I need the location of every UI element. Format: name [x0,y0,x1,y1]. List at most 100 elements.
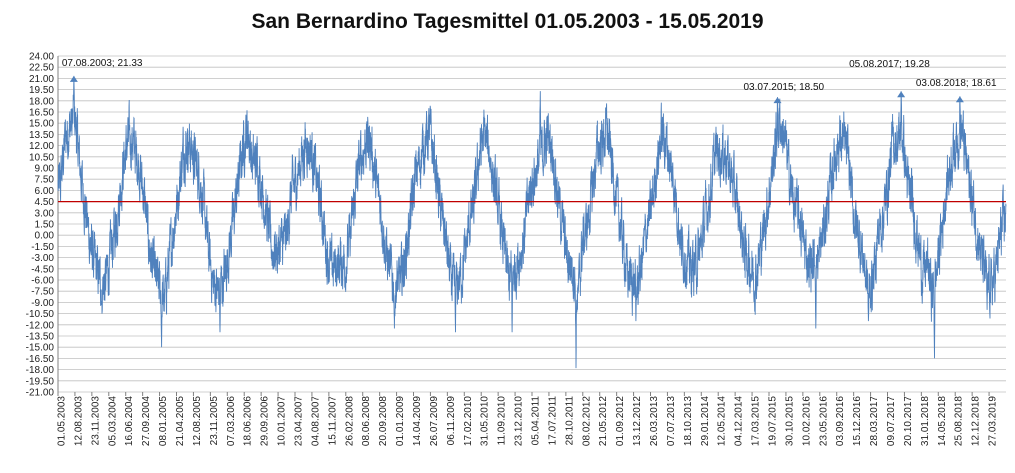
x-tick-label: 03.09.2016 [835,396,846,446]
y-tick-label: -16.50 [26,354,55,365]
x-tick-label: 16.06.2004 [124,396,135,446]
y-tick-label: 22.50 [29,63,54,74]
y-tick-label: -10.50 [26,309,55,320]
y-tick-label: -15.00 [26,343,55,354]
x-tick-label: 27.03.2019 [988,396,999,446]
annotation-label: 03.07.2015; 18.50 [743,82,824,93]
y-tick-label: 21.00 [29,74,54,85]
y-tick-label: 7.50 [35,175,55,186]
x-tick-label: 23.12.2010 [514,396,525,446]
x-tick-label: 23.11.2003 [90,396,101,446]
x-tick-label: 07.03.2006 [226,396,237,446]
x-tick-label: 01.05.2003 [57,396,68,446]
y-tick-label: -13.50 [26,332,55,343]
annotation-marker [897,91,906,98]
y-tick-label: -4.50 [31,264,54,275]
y-tick-label: -19.50 [26,376,55,387]
annotation-label: 07.08.2003; 21.33 [62,58,143,69]
x-tick-label: 28.10.2011 [564,396,575,446]
x-tick-label: 09.07.2017 [886,396,897,446]
y-tick-label: 10.50 [29,152,54,163]
x-tick-label: 17.02.2010 [463,396,474,446]
x-tick-label: 21.05.2012 [598,396,609,446]
y-tick-label: -12.00 [26,320,55,331]
x-tick-label: 20.10.2017 [903,396,914,446]
y-tick-label: 13.50 [29,130,54,141]
x-tick-label: 27.09.2004 [141,396,152,446]
y-tick-label: 6.00 [35,186,55,197]
x-tick-label: 17.07.2011 [547,396,558,446]
annotations: 07.08.2003; 21.33 03.07.2015; 18.50 05.08.… [62,58,997,104]
x-tick-label: 12.08.2005 [192,396,203,446]
gridlines [57,55,1006,393]
x-tick-label: 07.07.2013 [666,396,677,446]
y-tick-label: -3.00 [31,253,54,264]
x-tick-label: 18.06.2006 [243,396,254,446]
y-tick-label: 1.50 [35,220,55,231]
y-tick-label: 12.00 [29,141,54,152]
y-tick-label: 9.00 [35,164,55,175]
x-tick-label: 26.02.2008 [344,396,355,446]
x-tick-label: 29.01.2014 [700,396,711,446]
x-tick-label: 15.11.2007 [327,396,338,446]
x-tick-label: 12.12.2018 [971,396,982,446]
x-tick-label: 13.12.2012 [632,396,643,446]
x-tick-label: 14.04.2009 [412,396,423,446]
chart-title: San Bernardino Tagesmittel 01.05.2003 - … [251,10,764,33]
x-tick-label: 05.04.2011 [531,396,542,446]
y-tick-label: -9.00 [31,298,54,309]
y-axis-tick-labels: -21.00-19.50-18.00-16.50-15.00-13.50-12.… [26,52,55,399]
x-tick-label: 23.04.2007 [294,396,305,446]
x-tick-label: 30.10.2015 [784,396,795,446]
x-tick-label: 26.03.2013 [649,396,660,446]
x-tick-label: 08.01.2005 [158,396,169,446]
x-tick-label: 23.11.2005 [209,396,220,446]
series-line-temperature [57,75,1007,369]
x-tick-label: 15.12.2016 [852,396,863,446]
x-tick-label: 04.12.2014 [734,396,745,446]
x-tick-label: 08.02.2012 [581,396,592,446]
x-tick-label: 29.09.2006 [260,396,271,446]
y-tick-label: -6.00 [31,276,54,287]
annotation-marker [69,75,78,82]
x-tick-label: 05.03.2004 [107,396,118,446]
x-tick-label: 12.05.2014 [717,396,728,446]
x-tick-label: 14.05.2018 [937,396,948,446]
y-tick-label: -7.50 [31,287,54,298]
plot-area [57,75,1007,369]
x-tick-label: 26.07.2009 [429,396,440,446]
x-tick-label: 31.05.2010 [480,396,491,446]
x-tick-label: 04.08.2007 [310,396,321,446]
y-tick-label: 18.00 [29,96,54,107]
x-tick-label: 23.05.2016 [818,396,829,446]
annotation-marker [773,97,782,104]
y-tick-label: 0.00 [35,231,55,242]
y-tick-label: -1.50 [31,242,54,253]
x-tick-label: 10.02.2016 [801,396,812,446]
x-tick-label: 17.03.2015 [751,396,762,446]
x-tick-label: 06.11.2009 [446,396,457,446]
x-tick-label: 01.01.2009 [395,396,406,446]
x-tick-label: 10.01.2007 [277,396,288,446]
y-tick-label: -18.00 [26,365,55,376]
y-tick-label: 16.50 [29,108,54,119]
annotation-label: 05.08.2017; 19.28 [849,59,930,70]
x-tick-label: 31.01.2018 [920,396,931,446]
y-tick-label: 3.00 [35,208,55,219]
y-tick-label: 4.50 [35,197,55,208]
x-tick-label: 19.07.2015 [768,396,779,446]
y-tick-label: 15.00 [29,119,54,130]
x-tick-label: 25.08.2018 [954,396,965,446]
annotation-marker [955,96,964,103]
x-tick-label: 12.08.2003 [73,396,84,446]
x-tick-label: 08.06.2008 [361,396,372,446]
x-tick-label: 21.04.2005 [175,396,186,446]
y-tick-label: 24.00 [29,52,54,63]
y-tick-label: 19.50 [29,85,54,96]
x-tick-label: 20.09.2008 [378,396,389,446]
x-tick-label: 28.03.2017 [869,396,880,446]
x-tick-label: 11.09.2010 [497,396,508,446]
annotation-label: 03.08.2018; 18.61 [916,78,997,89]
x-tick-label: 18.10.2013 [683,396,694,446]
